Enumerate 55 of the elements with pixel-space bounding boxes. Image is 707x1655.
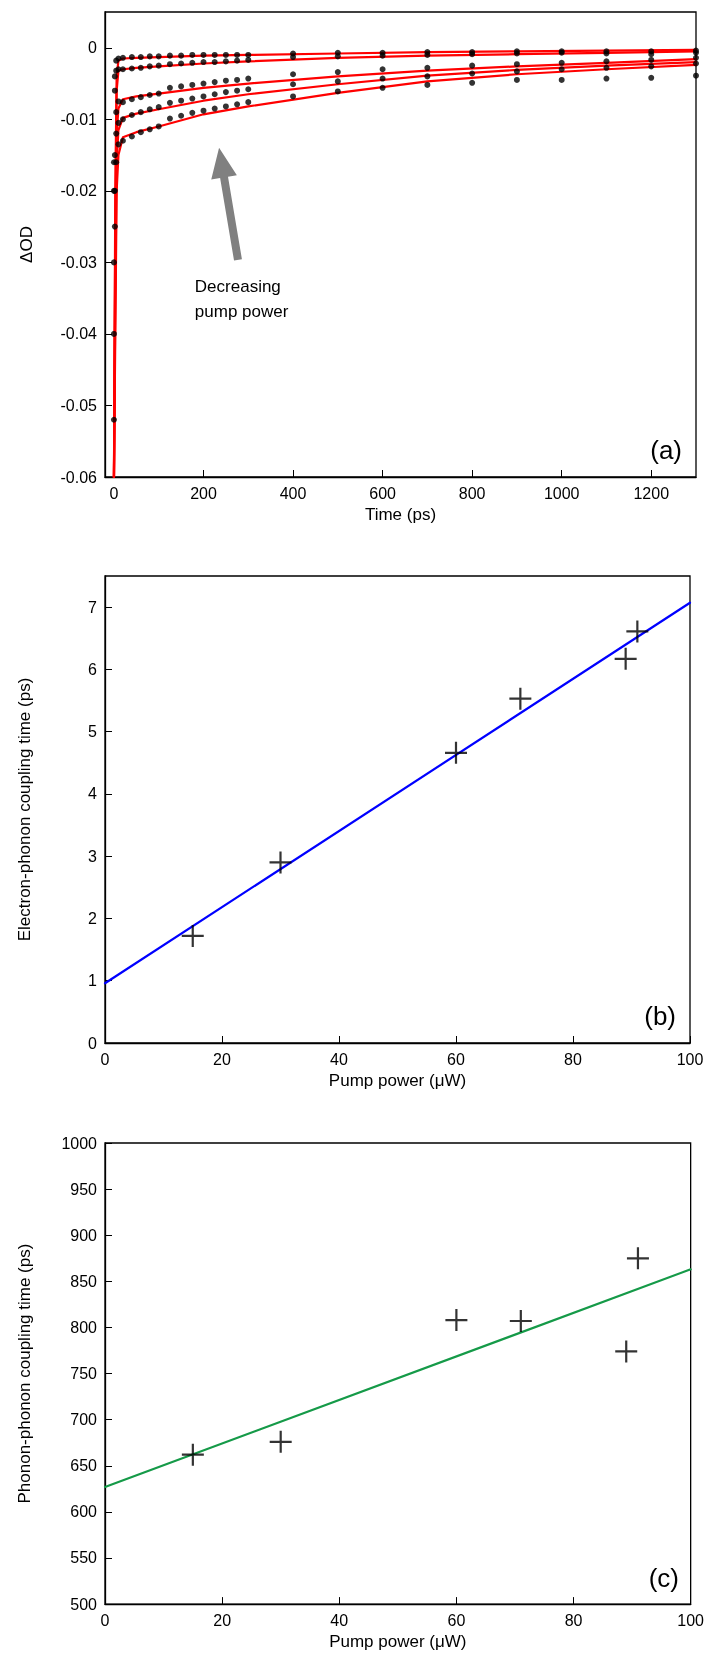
annotation: Decreasing pump power [194,276,289,321]
y-tick-label: -0.02 [60,182,98,200]
x-tick-label: 200 [190,484,217,502]
x-tick-label: 100 [677,1611,705,1629]
x-tick-label: 0 [100,1050,110,1068]
y-tick-label: -0.06 [60,468,98,486]
x-tick-label: 40 [330,1611,349,1629]
y-tick-label: 850 [70,1272,98,1290]
y-tick-label: -0.05 [60,396,98,414]
x-tick-label: 0 [100,1611,110,1629]
y-axis-title: Phonon-phonon coupling time (ps) [15,1243,34,1504]
y-tick-label: 4 [88,785,98,803]
x-axis-title: Time (ps) [364,504,437,524]
annotation: (a) [650,435,682,465]
y-tick-label: 6 [88,660,98,678]
x-tick-label: 60 [447,1611,466,1629]
y-tick-label: -0.03 [60,253,98,271]
x-tick-label: 100 [676,1050,704,1068]
y-tick-label: 900 [70,1226,98,1244]
y-tick-label: 1 [88,972,98,990]
x-axis-title: Pump power (μW) [329,1632,467,1651]
x-tick-label: 0 [109,484,119,502]
x-tick-label: 60 [447,1050,465,1068]
y-tick-label: 0 [88,39,98,57]
x-tick-label: 1000 [543,484,580,502]
y-tick-label: 1000 [61,1134,98,1152]
y-tick-label: 650 [70,1457,98,1475]
annotation: (b) [644,1001,676,1031]
x-tick-label: 20 [213,1611,232,1629]
x-tick-label: 800 [458,484,486,502]
x-tick-label: 40 [330,1050,348,1068]
x-tick-label: 1200 [633,484,670,502]
x-tick-label: 600 [369,484,397,502]
y-tick-label: 950 [70,1180,98,1198]
annotation: (c) [648,1563,680,1593]
y-tick-label: 2 [88,909,98,927]
y-tick-label: -0.04 [60,325,98,343]
y-axis-title: Electron-phonon coupling time (ps) [15,677,34,942]
x-tick-label: 80 [564,1611,583,1629]
y-tick-label: 3 [88,847,98,865]
x-tick-label: 20 [213,1050,231,1068]
x-tick-label: 80 [564,1050,582,1068]
y-tick-label: 550 [70,1549,98,1567]
y-tick-label: 7 [88,598,98,616]
x-tick-label: 400 [279,484,307,502]
y-tick-label: 600 [70,1503,98,1521]
y-tick-label: 700 [70,1411,98,1429]
y-tick-label: 800 [70,1318,98,1336]
y-tick-label: 750 [70,1365,98,1383]
y-tick-label: 5 [88,723,98,741]
y-axis-title: ΔOD [17,226,36,263]
y-tick-label: -0.01 [60,110,98,128]
y-tick-label: 0 [88,1034,98,1052]
y-tick-label: 500 [70,1595,98,1613]
x-axis-title: Pump power (μW) [328,1070,467,1090]
